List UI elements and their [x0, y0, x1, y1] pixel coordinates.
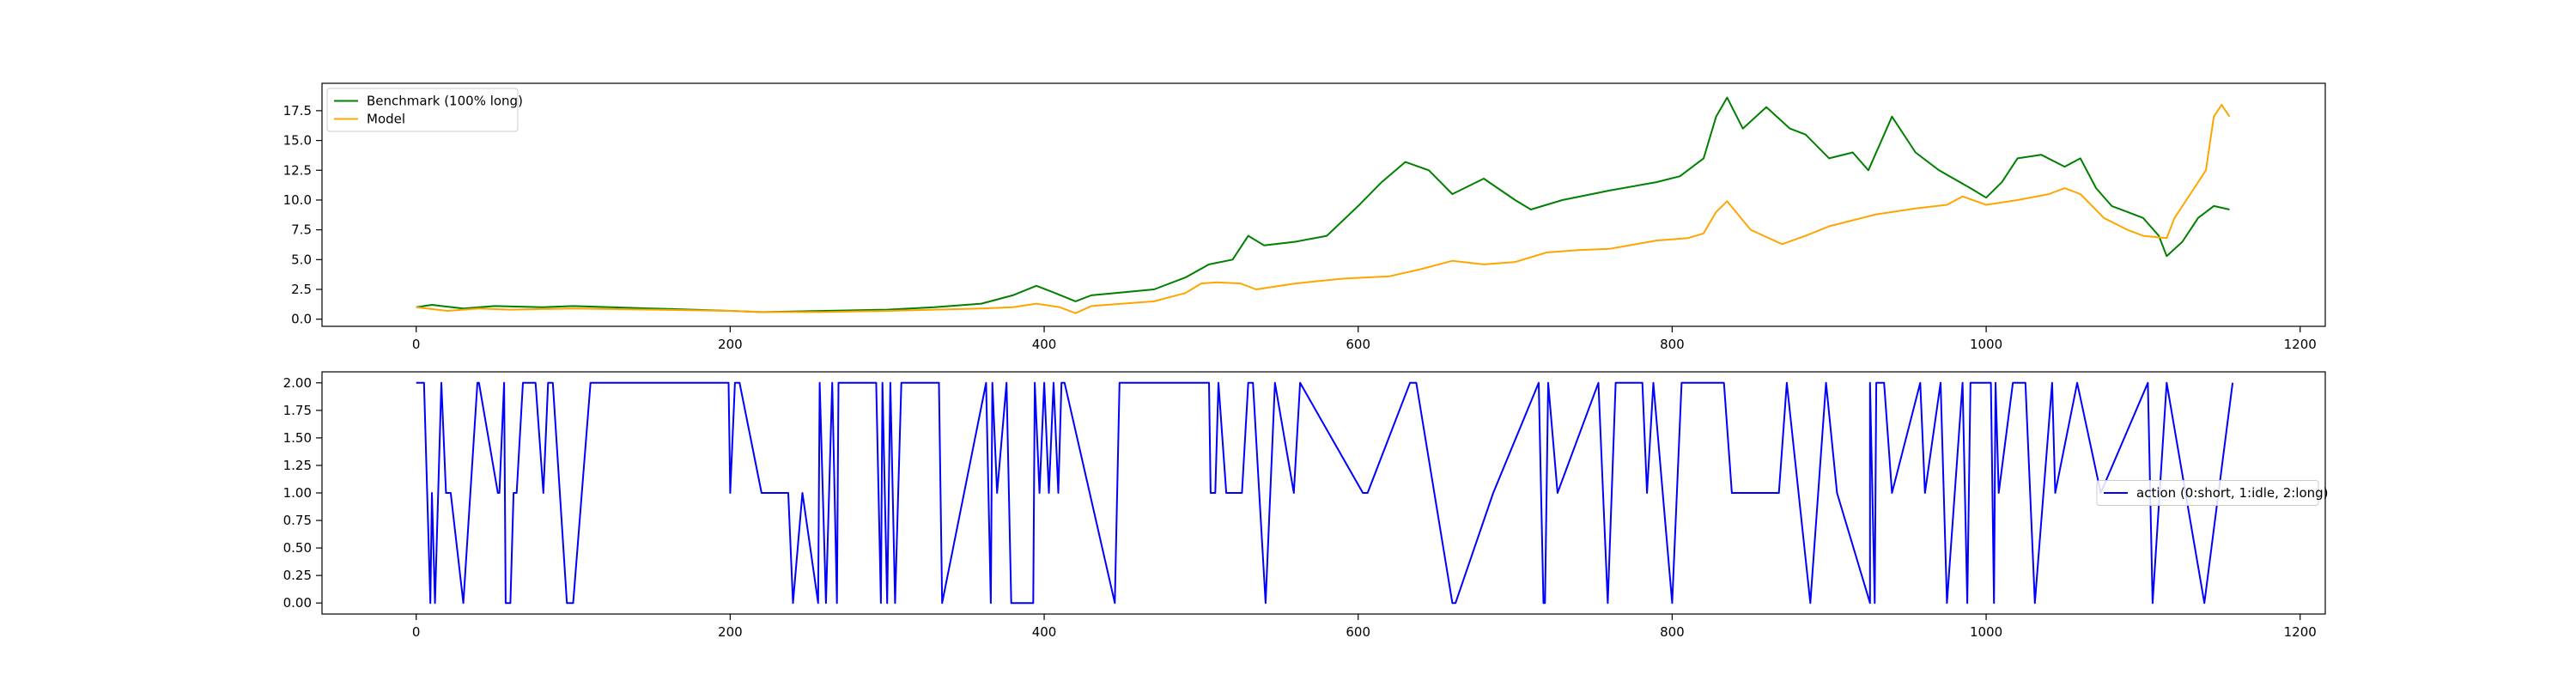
x-tick-label: 1200 [2284, 337, 2317, 352]
chart-panel-1: 0 200 400 600 800 1000 1200 0.0 2.5 5.0 7.5 10.0 12.… [283, 82, 2326, 352]
y-tick-label: 17.5 [283, 103, 312, 119]
y-tick-label: 7.5 [291, 222, 312, 238]
legend-label: action (0:short, 1:idle, 2:long) [2136, 485, 2329, 501]
legend-box [2096, 480, 2319, 506]
x-tick-label: 600 [1346, 337, 1370, 352]
y-tick-label: 2.5 [291, 282, 312, 297]
y-tick-label: 1.25 [283, 458, 312, 473]
y-tick-label: 1.00 [283, 485, 312, 501]
y-tick-label: 0.00 [283, 595, 312, 611]
legend-label: Benchmark (100% long) [367, 94, 523, 109]
series-line-2-1 [416, 381, 2234, 605]
x-tick-label: 400 [1032, 624, 1057, 640]
y-tick-label: 12.5 [283, 162, 312, 178]
axes-frame [321, 82, 2326, 327]
chart-panel-2: 0 200 400 600 800 1000 1200 0.00 0.25 0.50 0.75 1.0… [283, 371, 2329, 640]
legend: Benchmark (100% long) Model [326, 88, 523, 132]
x-tick-label: 200 [718, 624, 743, 640]
y-tick-label: 15.0 [283, 133, 312, 149]
x-tick-label: 1200 [2284, 624, 2317, 640]
y-tick-label: 0.0 [291, 312, 312, 327]
x-tick-label: 1000 [1970, 337, 2002, 352]
series-line-1-1 [416, 96, 2230, 313]
x-tick-label: 0 [412, 337, 421, 352]
legend-box [326, 88, 519, 132]
legend: action (0:short, 1:idle, 2:long) [2096, 480, 2329, 506]
y-tick-label: 10.0 [283, 192, 312, 208]
x-tick-label: 800 [1660, 624, 1685, 640]
y-tick-label: 0.25 [283, 568, 312, 583]
x-tick-label: 200 [718, 337, 743, 352]
x-tick-label: 0 [412, 624, 421, 640]
x-tick-label: 400 [1032, 337, 1057, 352]
y-tick-label: 1.75 [283, 403, 312, 418]
y-tick-label: 0.50 [283, 540, 312, 556]
y-tick-label: 5.0 [291, 252, 312, 267]
x-tick-label: 1000 [1970, 624, 2002, 640]
y-tick-label: 2.00 [283, 375, 312, 391]
y-tick-label: 1.50 [283, 430, 312, 446]
legend-label: Model [367, 112, 405, 127]
x-tick-label: 800 [1660, 337, 1685, 352]
chart-panels: 0 200 400 600 800 1000 1200 0.0 2.5 5.0 7.5 10.0 12.… [283, 82, 2329, 640]
y-tick-label: 0.75 [283, 513, 312, 528]
series-line-1-2 [416, 104, 2231, 314]
x-tick-label: 600 [1346, 624, 1370, 640]
